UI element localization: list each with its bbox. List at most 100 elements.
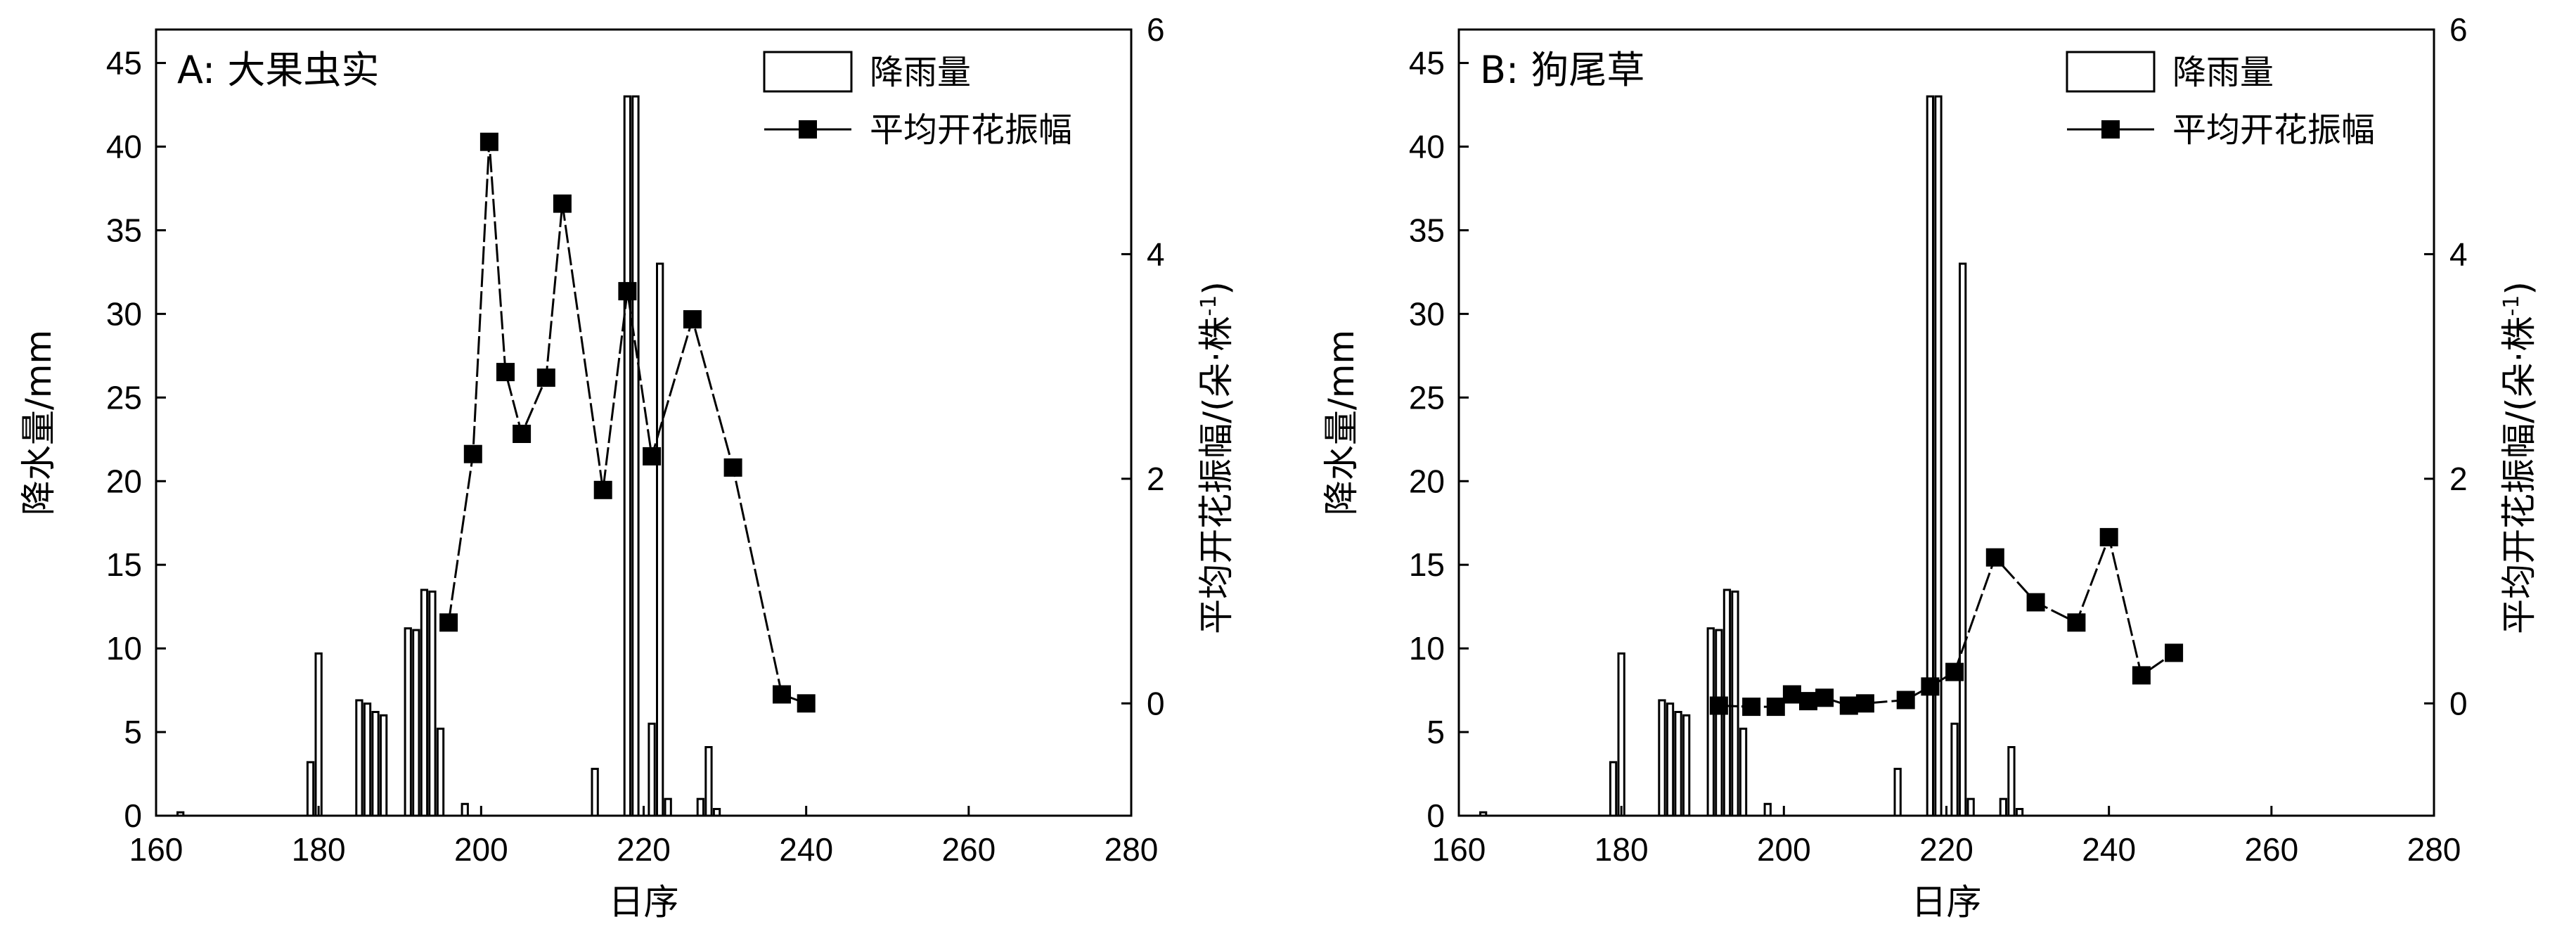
rain-bar: [1617, 652, 1625, 817]
rain-bar: [656, 262, 664, 817]
flowering-point: [513, 425, 532, 443]
rain-bar: [306, 761, 315, 817]
flowering-point: [723, 458, 742, 477]
flowering-point: [2067, 613, 2086, 632]
rain-bar: [591, 767, 599, 817]
rain-bar: [1950, 722, 1959, 817]
y2-tick-label: 0: [2449, 685, 2468, 721]
flowering-point: [1799, 692, 1817, 711]
rain-bar: [1739, 727, 1748, 817]
flowering-point: [2132, 666, 2151, 685]
y-tick-label: 5: [124, 714, 142, 750]
y-tick-label: 0: [1427, 797, 1445, 834]
flowering-point: [1855, 694, 1874, 713]
flowering-point: [536, 368, 555, 387]
rain-bar: [623, 95, 632, 817]
y-tick-label: 30: [1409, 295, 1445, 332]
flowering-point: [479, 132, 498, 151]
flowering-point: [2026, 593, 2045, 612]
rain-bar: [371, 711, 380, 817]
y2-axis-label: 平均开花振幅/(朵·株-1): [2499, 281, 2539, 634]
y2-tick-label: 4: [2449, 236, 2468, 272]
legend-label-amplitude: 平均开花振幅: [2172, 110, 2375, 150]
rain-bar: [704, 746, 713, 817]
y2-tick-label: 6: [2449, 11, 2468, 48]
y-tick-label: 45: [106, 45, 142, 82]
flowering-point: [1709, 696, 1728, 715]
y-tick-label: 35: [106, 212, 142, 248]
flowering-point: [553, 194, 572, 213]
x-tick-label: 180: [1595, 831, 1649, 868]
rain-bar: [1926, 95, 1934, 817]
flowering-point: [1742, 698, 1761, 717]
legend-marker-swatch: [799, 120, 817, 139]
flowering-point: [2165, 643, 2184, 662]
y-tick-label: 10: [106, 630, 142, 667]
x-tick-label: 160: [1432, 831, 1486, 868]
y2-tick-label: 2: [1147, 461, 1165, 497]
rain-bar: [420, 589, 429, 817]
rain-bar: [1715, 629, 1723, 817]
rain-bar: [631, 95, 640, 817]
flowering-point: [1896, 691, 1915, 710]
rain-bar: [1763, 802, 1772, 817]
panel-title: A: 大果虫实: [177, 48, 379, 92]
rain-bar: [380, 714, 388, 817]
flowering-point: [618, 282, 637, 301]
x-tick-label: 260: [941, 831, 996, 868]
y-tick-label: 25: [106, 379, 142, 416]
rain-bar: [314, 652, 323, 817]
legend-bar-swatch: [2066, 51, 2156, 93]
y-tick-label: 35: [1409, 212, 1445, 248]
x-tick-label: 220: [1919, 831, 1973, 868]
rain-bar: [1999, 797, 2007, 817]
rain-bar: [355, 699, 363, 817]
flowering-point: [683, 310, 702, 329]
y-tick-label: 40: [106, 129, 142, 165]
y-tick-label: 15: [1409, 546, 1445, 583]
rain-bar: [428, 590, 437, 817]
rain-bar: [1674, 711, 1682, 817]
rain-bar: [363, 702, 372, 817]
x-tick-label: 160: [129, 831, 183, 868]
rain-bar: [461, 802, 469, 817]
legend-label-rain: 降雨量: [870, 53, 971, 92]
flowering-point: [1815, 688, 1834, 707]
y2-tick-label: 2: [2449, 461, 2468, 497]
rain-bar: [1682, 714, 1691, 817]
rain-bar: [412, 629, 420, 817]
y-tick-label: 30: [106, 295, 142, 332]
y2-tick-label: 4: [1147, 236, 1165, 272]
x-tick-label: 200: [454, 831, 508, 868]
x-axis-label: 日序: [609, 882, 679, 923]
flowering-line: [1718, 533, 2175, 708]
flowering-point: [1782, 685, 1801, 704]
flowering-point: [1985, 548, 2004, 567]
x-tick-label: 180: [292, 831, 346, 868]
x-tick-label: 240: [779, 831, 833, 868]
x-tick-label: 280: [1105, 831, 1159, 868]
y-tick-label: 45: [1409, 45, 1445, 82]
panel-b: 160 180 200 220 240 260 280 0 5 10 15 20 25 30 35 40 45 0…: [1321, 11, 2539, 923]
y2-axis-label: 平均开花振幅/(朵·株-1): [1196, 281, 1237, 634]
flowering-point: [1945, 662, 1964, 681]
y-tick-label: 25: [1409, 379, 1445, 416]
flowering-point: [2099, 527, 2118, 546]
flowering-point: [496, 363, 515, 382]
rain-bar: [1609, 761, 1618, 817]
flowering-point: [643, 447, 662, 466]
legend-bar-swatch: [763, 51, 853, 93]
y-tick-label: 40: [1409, 129, 1445, 165]
y2-tick-label: 0: [1147, 685, 1165, 721]
y-tick-label: 20: [1409, 463, 1445, 499]
legend-label-amplitude: 平均开花振幅: [870, 110, 1072, 150]
rain-bar: [1893, 767, 1902, 817]
rain-bar: [1658, 699, 1666, 817]
rain-bar: [404, 627, 412, 817]
y-tick-label: 0: [124, 797, 142, 834]
flowering-point: [1839, 696, 1858, 715]
y2-tick-label: 6: [1147, 11, 1165, 48]
rain-bar: [696, 797, 705, 817]
y-tick-label: 20: [106, 463, 142, 499]
